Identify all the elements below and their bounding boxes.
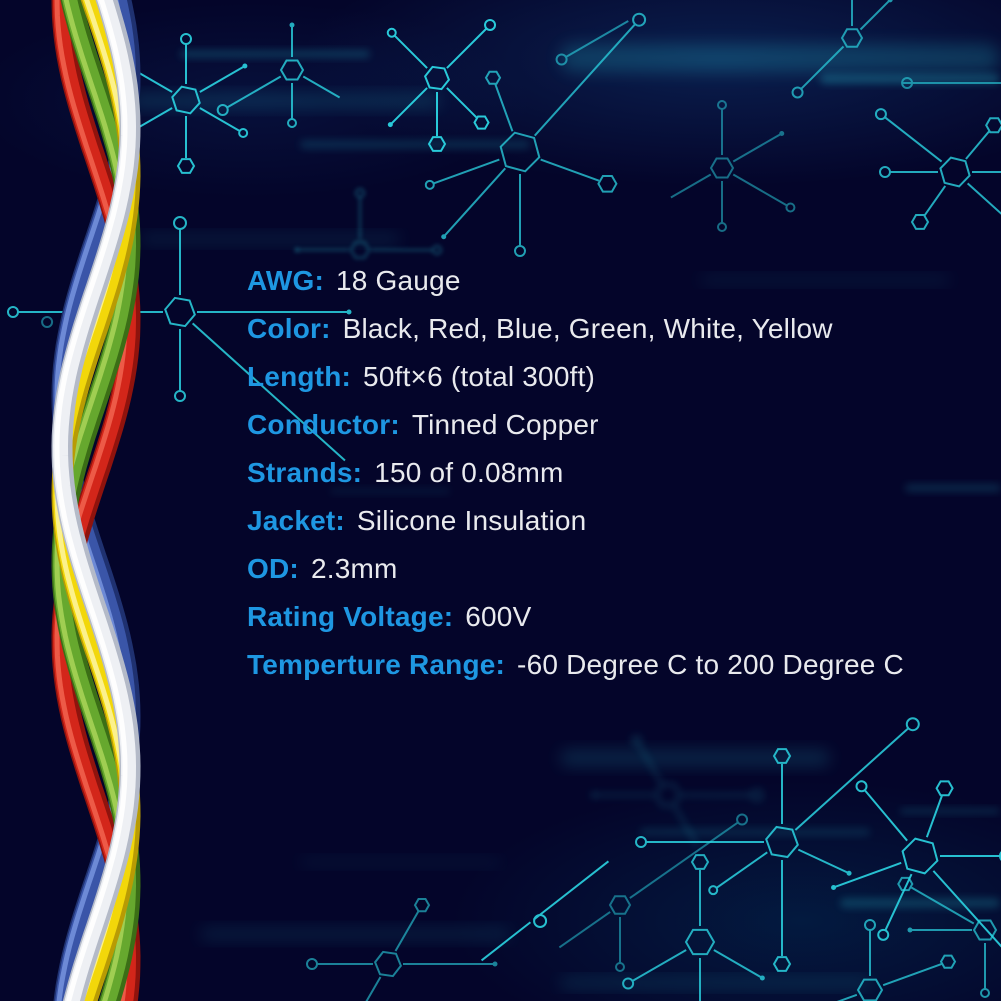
wire-strand-white: [51, 0, 141, 1001]
spec-value: Silicone Insulation: [356, 505, 587, 536]
glow-streak: [560, 44, 1000, 72]
glow-streak: [200, 928, 510, 940]
spec-label: Jacket:: [247, 505, 345, 536]
spec-label: Conductor:: [247, 409, 400, 440]
glow-streak: [905, 484, 1001, 492]
spec-row: Jacket: Silicone Insulation: [247, 497, 904, 545]
circuit-molecule: [555, 20, 629, 66]
circuit-molecule: [294, 188, 442, 259]
circuit-molecule: [41, 316, 54, 328]
glow-streak: [700, 276, 950, 284]
circuit-molecule: [424, 12, 647, 257]
circuit-molecule: [386, 18, 497, 152]
spec-value: Tinned Copper: [411, 409, 599, 440]
twisted-wire-braid: [51, 0, 141, 1001]
spec-label: Temperture Range:: [247, 649, 506, 680]
circuit-molecule: [591, 735, 763, 847]
spec-label: Rating Voltage:: [247, 601, 454, 632]
spec-row: Conductor: Tinned Copper: [247, 401, 904, 449]
circuit-molecule: [480, 860, 610, 962]
glow-streak: [140, 234, 400, 244]
glow-streak: [300, 140, 530, 149]
spec-label: Strands:: [247, 457, 363, 488]
spec-value: 18 Gauge: [336, 265, 461, 296]
circuit-molecule: [831, 780, 1001, 948]
spec-label: OD:: [247, 553, 299, 584]
glow-streak: [840, 898, 1000, 908]
spec-row: Rating Voltage: 600V: [247, 593, 904, 641]
circuit-molecule: [216, 22, 341, 128]
glow-streak: [560, 978, 870, 988]
spec-list: AWG: 18 Gauge Color: Black, Red, Blue, Gree…: [247, 257, 904, 689]
spec-label: Color:: [247, 313, 331, 344]
circuit-molecule: [670, 100, 796, 232]
spec-row: AWG: 18 Gauge: [247, 257, 904, 305]
spec-row: Strands: 150 of 0.08mm: [247, 449, 904, 497]
circuit-molecule: [791, 0, 893, 99]
wire-strand-red: [51, 0, 141, 1001]
spec-label: Length:: [247, 361, 352, 392]
spec-value: -60 Degree C to 200 Degree C: [517, 649, 904, 680]
circuit-molecule: [635, 717, 920, 972]
glow-streak: [640, 828, 870, 836]
spec-value: Black, Red, Blue, Green, White, Yellow: [342, 313, 833, 344]
circuit-molecule: [874, 108, 1001, 230]
spec-row: Color: Black, Red, Blue, Green, White, Ye…: [247, 305, 904, 353]
glow-streak: [900, 808, 1000, 814]
circuit-molecule: [901, 77, 1001, 89]
glow-streak: [560, 750, 830, 766]
glow-streak: [300, 858, 500, 866]
circuit-molecule: [306, 898, 498, 1001]
spec-value: 150 of 0.08mm: [374, 457, 564, 488]
spec-label: AWG:: [247, 265, 325, 296]
spec-value: 2.3mm: [310, 553, 398, 584]
spec-row: OD: 2.3mm: [247, 545, 904, 593]
spec-row: Length: 50ft×6 (total 300ft): [247, 353, 904, 401]
spec-value: 50ft×6 (total 300ft): [363, 361, 596, 392]
glow-streak: [130, 94, 440, 108]
circuit-molecule: [558, 813, 749, 972]
circuit-molecule: [897, 876, 998, 998]
circuit-molecule: [622, 854, 765, 1001]
circuit-molecule: [836, 919, 957, 1001]
spec-row: Temperture Range: -60 Degree C to 200 Deg…: [247, 641, 904, 689]
glow-streak: [180, 50, 370, 58]
glow-streak: [330, 488, 450, 494]
spec-value: 600V: [465, 601, 532, 632]
